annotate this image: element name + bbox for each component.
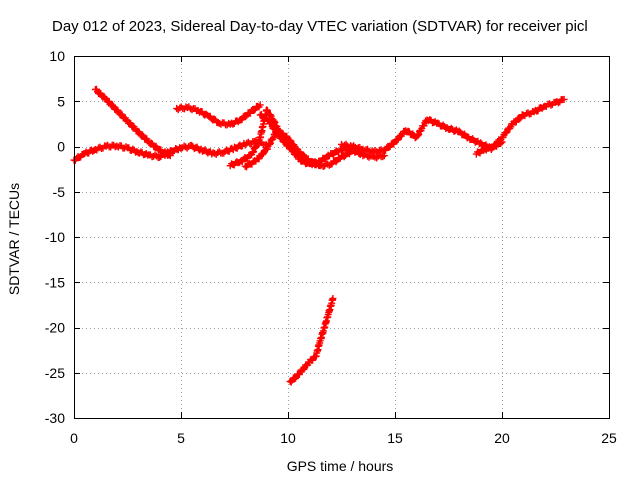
grid-layer xyxy=(74,56,609,418)
data-series xyxy=(286,295,337,386)
data-series xyxy=(256,111,298,156)
tick-layer: 0 5 10 15 20 25 -30 -25 -20 -15 -10 -5 0 5 10 xyxy=(45,48,617,446)
y-tick-label: 0 xyxy=(57,139,65,155)
y-tick-label: -10 xyxy=(45,229,65,245)
y-tick-label: -20 xyxy=(45,320,65,336)
x-tick-label: 5 xyxy=(177,430,185,446)
data-point-marks xyxy=(472,95,568,158)
data-point-marks xyxy=(286,295,337,386)
y-tick-label: 10 xyxy=(49,48,65,64)
y-tick-label: -15 xyxy=(45,274,65,290)
data-series xyxy=(173,101,264,129)
x-tick-label: 0 xyxy=(70,430,78,446)
data-series xyxy=(91,85,174,160)
y-axis-label: SDTVAR / TECUs xyxy=(6,183,22,295)
x-tick-label: 25 xyxy=(601,430,617,446)
data-point-marks xyxy=(338,116,506,156)
x-axis-label: GPS time / hours xyxy=(287,458,394,474)
data-series xyxy=(338,116,506,156)
data-point-marks xyxy=(173,101,264,129)
y-tick-label: -5 xyxy=(53,184,66,200)
y-tick-label: -25 xyxy=(45,365,65,381)
data-series xyxy=(472,95,568,158)
y-tick-label: 5 xyxy=(57,93,65,109)
x-tick-label: 15 xyxy=(387,430,403,446)
series-layer xyxy=(70,85,568,386)
y-tick-label: -30 xyxy=(45,410,65,426)
x-tick-label: 10 xyxy=(280,430,296,446)
data-point-marks xyxy=(91,85,174,160)
data-point-marks xyxy=(256,111,298,156)
chart-title: Day 012 of 2023, Sidereal Day-to-day VTE… xyxy=(52,18,588,35)
x-tick-label: 20 xyxy=(494,430,510,446)
